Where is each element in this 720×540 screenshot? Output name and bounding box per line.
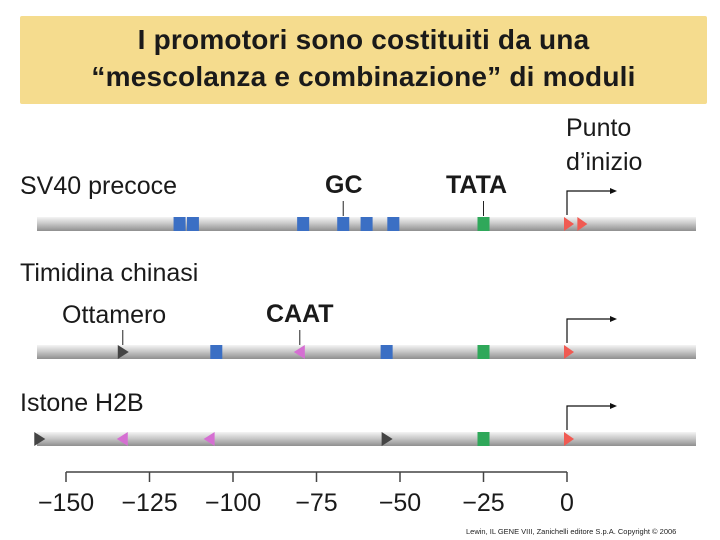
caat-box: [293, 345, 305, 359]
gc-box: [337, 217, 350, 231]
copyright-credit: Lewin, IL GENE VIII, Zanichelli editore …: [466, 527, 677, 536]
start-site-marker: [564, 217, 574, 231]
octamer-box: [117, 345, 129, 359]
arrow-head-icon: [610, 188, 617, 194]
tata-box: [477, 217, 490, 231]
title-banner: I promotori sono costituiti da una “mesc…: [20, 16, 707, 104]
start-site-marker: [564, 432, 574, 446]
axis-tick-label: −100: [205, 489, 261, 517]
transcription-start-arrow: [566, 190, 613, 215]
module-label-gc: GC: [325, 171, 363, 199]
gc-box: [380, 345, 393, 359]
module-label-caat: CAAT: [266, 300, 334, 328]
axis-tick-label: −75: [295, 489, 337, 517]
axis-tick-label: −50: [379, 489, 421, 517]
title-line-1: I promotori sono costituiti da una: [137, 24, 590, 55]
arrow-head-icon: [610, 316, 617, 322]
axis-tick-label: −125: [121, 489, 177, 517]
octamer-box: [381, 432, 393, 446]
arrow-head-icon: [610, 403, 617, 409]
caat-box: [203, 432, 215, 446]
start-site-label-line-2: d’inizio: [566, 148, 643, 176]
gc-box: [387, 217, 400, 231]
promoter-name-tk: Timidina chinasi: [20, 259, 199, 287]
start-site-marker: [577, 217, 588, 231]
title-line-2: “mescolanza e combinazione” di moduli: [91, 61, 636, 92]
transcription-start-arrow: [566, 405, 613, 430]
gc-box: [210, 345, 223, 359]
start-site-label-line-1: Punto: [566, 114, 632, 142]
transcription-start-arrow: [566, 318, 613, 343]
octamer-box: [34, 432, 46, 446]
module-label-tata: TATA: [446, 171, 508, 199]
promoter-name-h2b: Istone H2B: [20, 389, 144, 417]
promoter-name-sv40: SV40 precoce: [20, 172, 178, 200]
dna-bar: [37, 432, 696, 446]
axis-tick-label: 0: [560, 489, 574, 517]
module-label-octamer: Ottamero: [62, 301, 167, 329]
gc-box: [297, 217, 310, 231]
axis-tick-label: −25: [462, 489, 504, 517]
start-site-marker: [564, 345, 574, 359]
axis-tick-label: −150: [38, 489, 94, 517]
gc-box: [186, 217, 199, 231]
gc-box: [360, 217, 373, 231]
tata-box: [477, 432, 490, 446]
dna-bar: [37, 345, 696, 359]
caat-box: [116, 432, 128, 446]
tata-box: [477, 345, 490, 359]
gc-box: [173, 217, 186, 231]
